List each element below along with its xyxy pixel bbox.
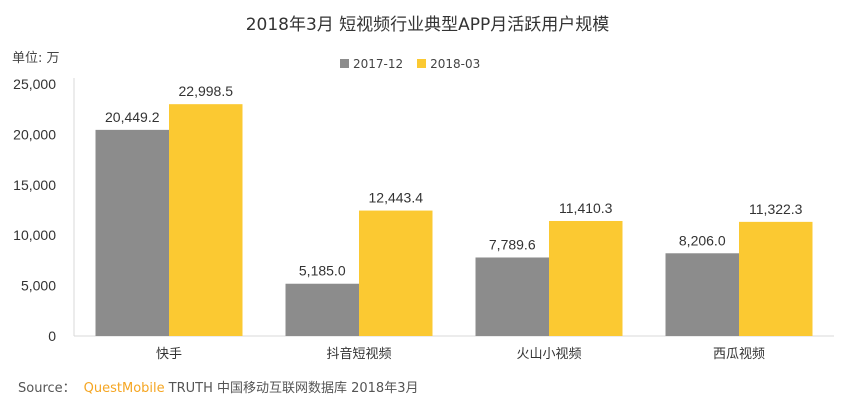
bar-2017-12-0	[95, 129, 169, 336]
legend-item-2018-03: 2018-03	[417, 57, 480, 71]
data-label: 11,322.3	[749, 201, 803, 217]
bar-2018-03-0	[169, 104, 243, 337]
data-label: 8,206.0	[679, 232, 726, 248]
y-tick-label: 25,000	[13, 76, 56, 92]
data-label: 11,410.3	[559, 200, 613, 216]
source-prefix: Source：	[18, 381, 76, 396]
y-tick-label: 5,000	[21, 278, 56, 294]
data-label: 5,185.0	[299, 263, 346, 279]
legend-swatch	[340, 59, 349, 68]
y-tick-label: 20,000	[13, 126, 56, 142]
bar-2018-03-1	[359, 210, 433, 336]
bar-2018-03-2	[549, 220, 623, 336]
bar-2017-12-1	[285, 283, 359, 336]
data-label: 12,443.4	[369, 190, 424, 206]
x-tick-label: 抖音短视频	[326, 346, 391, 362]
source-brand: QuestMobile	[83, 381, 165, 396]
bar-2017-12-2	[475, 257, 549, 336]
source-text: TRUTH 中国移动互联网数据库 2018年3月	[168, 381, 419, 396]
y-tick-label: 0	[48, 328, 56, 344]
bar-2017-12-3	[665, 253, 739, 336]
y-tick-label: 15,000	[13, 177, 56, 193]
source-note: Source： QuestMobile TRUTH 中国移动互联网数据库 2018年…	[18, 377, 418, 396]
legend-swatch	[417, 59, 427, 68]
bar-2018-03-3	[739, 221, 813, 336]
data-label: 22,998.5	[179, 83, 234, 99]
x-tick-label: 快手	[156, 347, 182, 362]
unit-label: 单位: 万	[12, 51, 60, 66]
chart-title: 2018年3月 短视频行业典型APP月活跃用户规模	[245, 15, 610, 35]
legend: 2017-12 2018-03	[340, 57, 480, 71]
legend-label: 2017-12	[353, 57, 404, 71]
legend-label: 2018-03	[430, 57, 481, 71]
x-tick-label: 火山小视频	[516, 347, 581, 362]
data-label: 7,789.6	[489, 236, 536, 252]
y-tick-label: 10,000	[13, 227, 56, 243]
x-tick-label: 西瓜视频	[713, 347, 765, 362]
legend-item-2017-12: 2017-12	[340, 57, 403, 71]
data-label: 20,449.2	[105, 109, 160, 125]
